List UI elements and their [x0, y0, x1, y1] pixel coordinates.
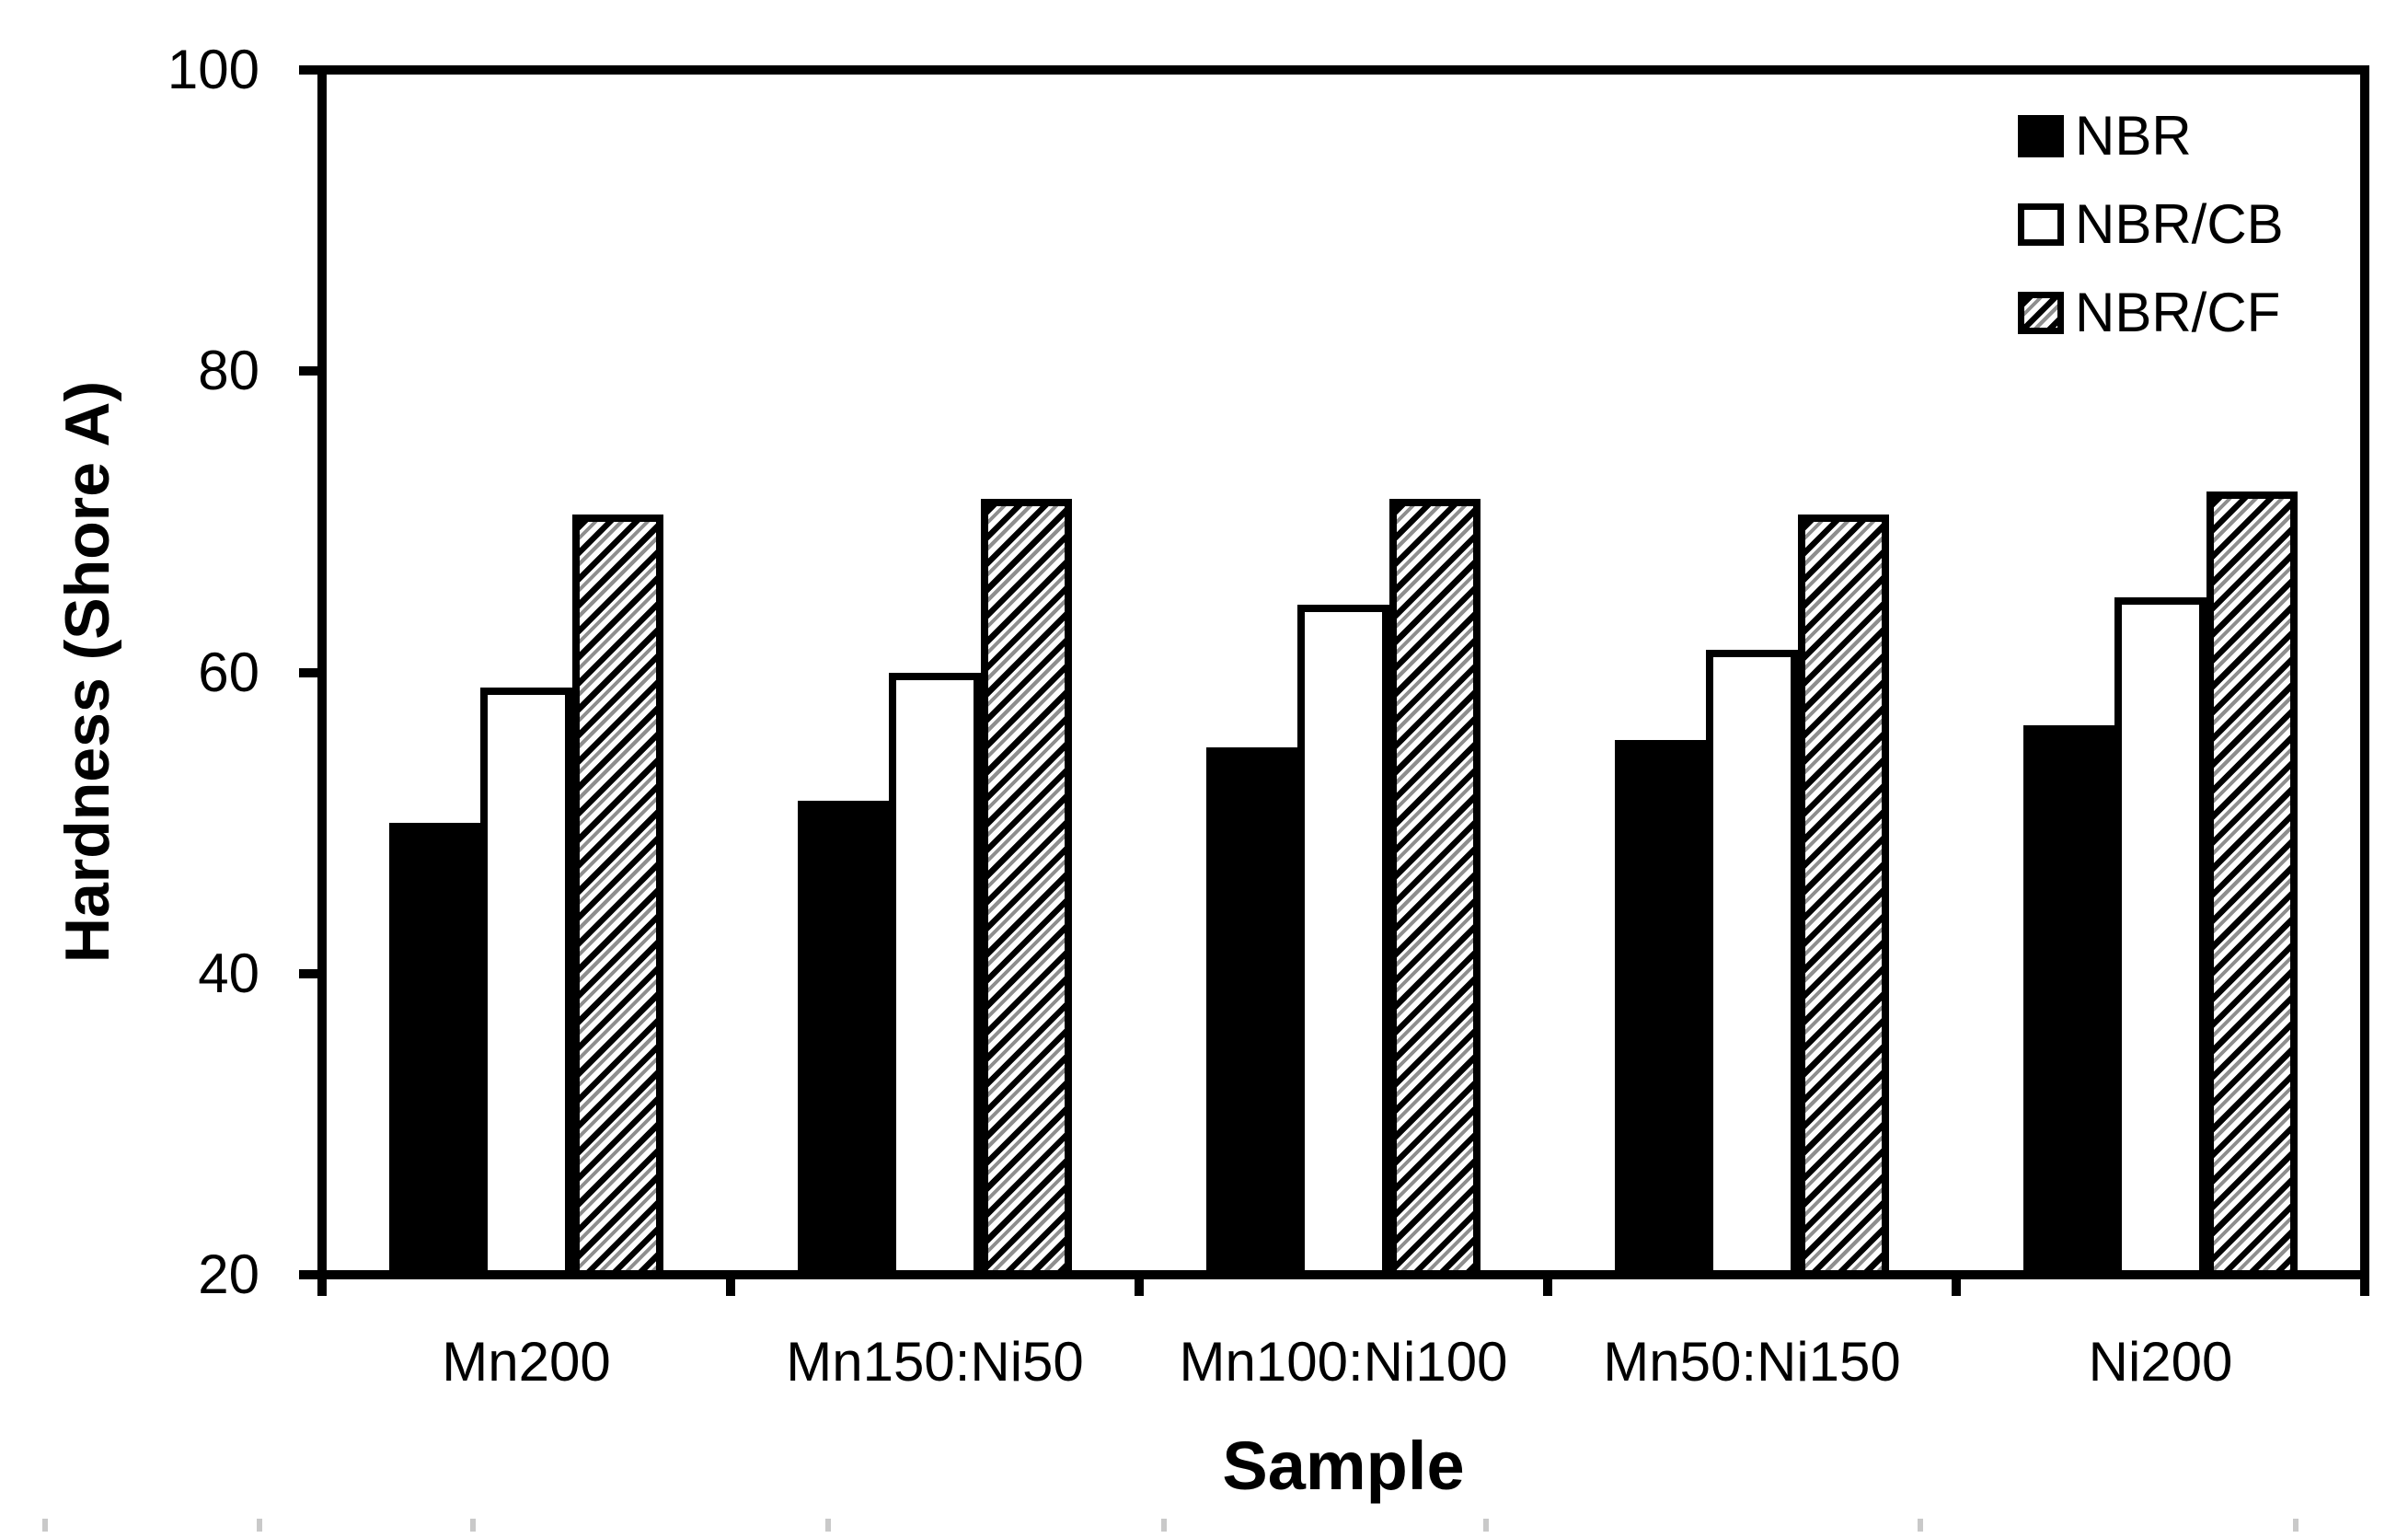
- bar-nbr: [2022, 724, 2115, 1279]
- category-label: Mn200: [442, 1331, 611, 1393]
- legend-label: NBR: [2075, 105, 2192, 167]
- y-tick-mark: [299, 366, 322, 376]
- x-tick-mark: [2360, 1279, 2369, 1296]
- legend-swatch-solid: [2018, 115, 2064, 157]
- legend-item: NBR/CF: [2018, 280, 2284, 346]
- scan-artifact-mark: [470, 1519, 476, 1532]
- category-label: Mn150:Ni50: [786, 1331, 1084, 1393]
- x-tick-mark: [726, 1279, 735, 1296]
- legend-item: NBR: [2018, 103, 2284, 169]
- bar-nbr-cb: [1706, 649, 1798, 1279]
- bar-nbr-cf: [1797, 514, 1890, 1279]
- bar-nbr: [1205, 747, 1298, 1279]
- scan-artifact-mark: [2293, 1519, 2299, 1532]
- y-tick-mark: [299, 968, 322, 978]
- scan-artifact-mark: [1918, 1519, 1923, 1532]
- bar-nbr-cf: [980, 499, 1073, 1279]
- bar-nbr-cf: [1388, 499, 1481, 1279]
- y-tick-label: 80: [198, 340, 259, 402]
- scan-artifact-mark: [42, 1519, 48, 1532]
- legend: NBR NBR/CB NBR/CF: [2018, 103, 2284, 368]
- bar-nbr-cf: [2206, 491, 2299, 1279]
- y-tick-label: 40: [198, 942, 259, 1004]
- bar-nbr: [388, 823, 481, 1279]
- scan-artifact-mark: [1161, 1519, 1167, 1532]
- x-tick-mark: [1952, 1279, 1961, 1296]
- x-tick-mark: [1135, 1279, 1144, 1296]
- category-label: Mn50:Ni150: [1603, 1331, 1901, 1393]
- y-tick-label: 60: [198, 641, 259, 703]
- bar-nbr-cf: [571, 514, 664, 1279]
- x-tick-mark: [317, 1279, 327, 1296]
- plot-border: [317, 65, 2369, 1279]
- bar-nbr-cb: [480, 687, 572, 1279]
- legend-swatch-hatch: [2018, 292, 2064, 334]
- legend-label: NBR/CB: [2075, 193, 2284, 255]
- scan-artifact-mark: [1483, 1519, 1489, 1532]
- category-label: Mn100:Ni100: [1179, 1331, 1508, 1393]
- legend-item: NBR/CB: [2018, 191, 2284, 258]
- y-tick-label: 100: [167, 39, 259, 100]
- x-tick-mark: [1543, 1279, 1552, 1296]
- bar-nbr-cb: [1297, 604, 1389, 1279]
- bar-nbr-cb: [2114, 596, 2206, 1279]
- scan-artifact-mark: [257, 1519, 262, 1532]
- category-label: Ni200: [2088, 1331, 2233, 1393]
- scan-artifact-mark: [825, 1519, 831, 1532]
- legend-label: NBR/CF: [2075, 282, 2281, 343]
- legend-swatch-white: [2018, 203, 2064, 246]
- y-tick-mark: [299, 1270, 322, 1279]
- y-tick-label: 20: [198, 1243, 259, 1305]
- x-axis-title: Sample: [1222, 1428, 1465, 1504]
- y-tick-mark: [299, 667, 322, 677]
- y-tick-mark: [299, 65, 322, 75]
- bar-nbr: [1614, 740, 1707, 1279]
